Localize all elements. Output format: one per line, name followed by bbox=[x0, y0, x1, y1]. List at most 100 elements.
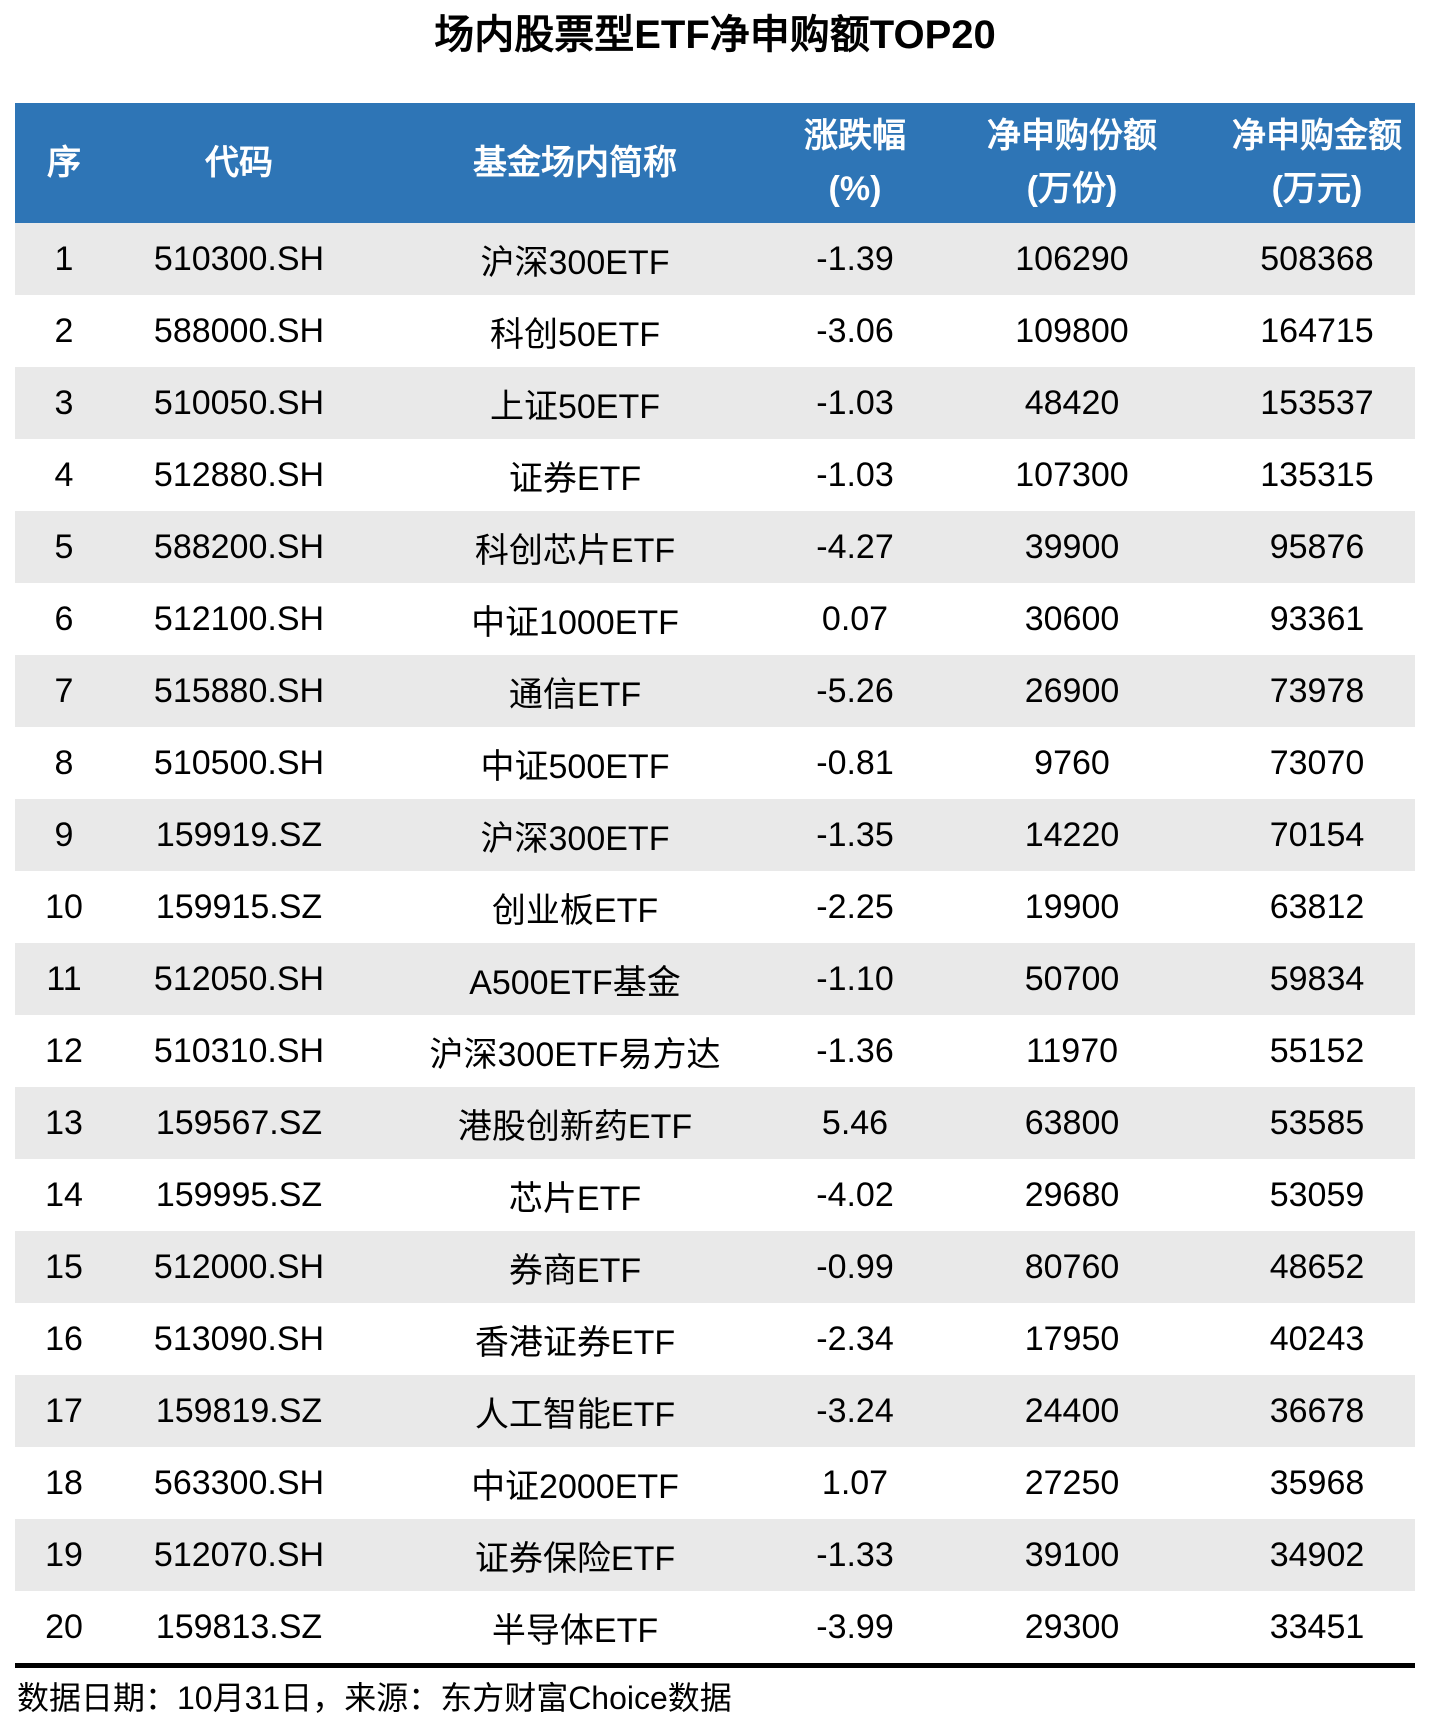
fund-name-cell: 沪深300ETF bbox=[480, 243, 670, 282]
net-shares-cell: 9760 bbox=[1034, 743, 1110, 782]
column-header-sublabel: (万份) bbox=[1026, 170, 1118, 208]
net-amount-cell: 164715 bbox=[1260, 311, 1374, 350]
change-pct-cell: -3.06 bbox=[816, 311, 894, 350]
rank-cell: 6 bbox=[54, 599, 74, 638]
table-row: 4 512880.SH 证券ETF -1.03 107300 135315 bbox=[15, 439, 1415, 511]
change-pct-cell: -1.33 bbox=[816, 1535, 894, 1574]
table-row: 15 512000.SH 券商ETF -0.99 80760 48652 bbox=[15, 1231, 1415, 1303]
change-pct-cell: -1.03 bbox=[816, 383, 894, 422]
footer-divider bbox=[15, 1663, 1415, 1668]
table-row: 17 159819.SZ 人工智能ETF -3.24 24400 36678 bbox=[15, 1375, 1415, 1447]
fund-name-cell: 券商ETF bbox=[508, 1251, 642, 1290]
change-pct-cell: -1.03 bbox=[816, 455, 894, 494]
table-header-row: 序 代码 基金场内简称 涨跌幅 (%) 净申购份额 (万份) 净申购金额 (万 bbox=[15, 103, 1415, 223]
fund-name-cell: 证券保险ETF bbox=[474, 1539, 676, 1578]
code-cell: 159567.SZ bbox=[155, 1103, 323, 1142]
rank-cell: 14 bbox=[45, 1175, 83, 1214]
change-pct-cell: 0.07 bbox=[821, 599, 889, 638]
column-header-label: 序 bbox=[47, 143, 81, 182]
fund-name-cell: 科创芯片ETF bbox=[474, 531, 676, 570]
table-row: 7 515880.SH 通信ETF -5.26 26900 73978 bbox=[15, 655, 1415, 727]
code-cell: 510500.SH bbox=[153, 743, 325, 782]
code-cell: 515880.SH bbox=[153, 671, 325, 710]
column-header-sublabel: (万元) bbox=[1271, 170, 1363, 208]
table-row: 9 159919.SZ 沪深300ETF -1.35 14220 70154 bbox=[15, 799, 1415, 871]
fund-name-cell: 通信ETF bbox=[508, 675, 642, 714]
rank-cell: 16 bbox=[45, 1319, 83, 1358]
net-amount-cell: 59834 bbox=[1269, 959, 1365, 998]
code-cell: 588000.SH bbox=[153, 311, 325, 350]
table-row: 14 159995.SZ 芯片ETF -4.02 29680 53059 bbox=[15, 1159, 1415, 1231]
net-amount-cell: 70154 bbox=[1269, 815, 1365, 854]
column-header-label: 基金场内简称 bbox=[473, 143, 677, 182]
fund-name-cell: 人工智能ETF bbox=[474, 1395, 676, 1434]
net-amount-cell: 63812 bbox=[1269, 887, 1365, 926]
code-cell: 588200.SH bbox=[153, 527, 325, 566]
net-shares-cell: 48420 bbox=[1024, 383, 1120, 422]
net-amount-cell: 55152 bbox=[1269, 1031, 1365, 1070]
rank-cell: 18 bbox=[45, 1463, 83, 1502]
column-header-label: 代码 bbox=[205, 143, 273, 182]
net-shares-cell: 29680 bbox=[1024, 1175, 1120, 1214]
net-shares-cell: 107300 bbox=[1015, 455, 1129, 494]
table-row: 20 159813.SZ 半导体ETF -3.99 29300 33451 bbox=[15, 1591, 1415, 1663]
code-cell: 510050.SH bbox=[153, 383, 325, 422]
code-cell: 512070.SH bbox=[153, 1535, 325, 1574]
table-row: 12 510310.SH 沪深300ETF易方达 -1.36 11970 55152 bbox=[15, 1015, 1415, 1087]
rank-cell: 4 bbox=[54, 455, 74, 494]
net-amount-cell: 34902 bbox=[1269, 1535, 1365, 1574]
rank-cell: 20 bbox=[45, 1607, 83, 1646]
column-header-label: 净申购份额 bbox=[987, 117, 1157, 156]
net-shares-cell: 24400 bbox=[1024, 1391, 1120, 1430]
column-header-code: 代码 bbox=[113, 103, 365, 223]
net-shares-cell: 39900 bbox=[1024, 527, 1120, 566]
fund-name-cell: 科创50ETF bbox=[489, 315, 661, 354]
net-amount-cell: 73070 bbox=[1269, 743, 1365, 782]
change-pct-cell: 1.07 bbox=[821, 1463, 889, 1502]
net-shares-cell: 109800 bbox=[1015, 311, 1129, 350]
code-cell: 512050.SH bbox=[153, 959, 325, 998]
table-row: 6 512100.SH 中证1000ETF 0.07 30600 93361 bbox=[15, 583, 1415, 655]
change-pct-cell: -1.39 bbox=[816, 239, 894, 278]
change-pct-cell: -5.26 bbox=[816, 671, 894, 710]
code-cell: 512880.SH bbox=[153, 455, 325, 494]
rank-cell: 13 bbox=[45, 1103, 83, 1142]
page-title: 场内股票型ETF净申购额TOP20 bbox=[434, 13, 996, 57]
rank-cell: 9 bbox=[54, 815, 74, 854]
rank-cell: 17 bbox=[45, 1391, 83, 1430]
net-amount-cell: 48652 bbox=[1269, 1247, 1365, 1286]
net-shares-cell: 26900 bbox=[1024, 671, 1120, 710]
fund-name-cell: 沪深300ETF易方达 bbox=[429, 1035, 721, 1074]
rank-cell: 12 bbox=[45, 1031, 83, 1070]
change-pct-cell: -2.25 bbox=[816, 887, 894, 926]
column-header-change-pct: 涨跌幅 (%) bbox=[785, 103, 925, 223]
change-pct-cell: -1.35 bbox=[816, 815, 894, 854]
net-amount-cell: 33451 bbox=[1269, 1607, 1365, 1646]
net-amount-cell: 53059 bbox=[1269, 1175, 1365, 1214]
fund-name-cell: 中证1000ETF bbox=[471, 603, 679, 642]
change-pct-cell: -1.36 bbox=[816, 1031, 894, 1070]
table-row: 16 513090.SH 香港证券ETF -2.34 17950 40243 bbox=[15, 1303, 1415, 1375]
net-amount-cell: 53585 bbox=[1269, 1103, 1365, 1142]
code-cell: 512000.SH bbox=[153, 1247, 325, 1286]
rank-cell: 7 bbox=[54, 671, 74, 710]
etf-table: 序 代码 基金场内简称 涨跌幅 (%) 净申购份额 (万份) 净申购金额 (万 bbox=[15, 103, 1415, 1663]
net-shares-cell: 50700 bbox=[1024, 959, 1120, 998]
net-amount-cell: 93361 bbox=[1269, 599, 1365, 638]
change-pct-cell: -3.99 bbox=[816, 1607, 894, 1646]
data-source-note: 数据日期：10月31日，来源：东方财富Choice数据 bbox=[17, 1680, 732, 1716]
net-shares-cell: 11970 bbox=[1025, 1031, 1119, 1070]
net-amount-cell: 153537 bbox=[1260, 383, 1374, 422]
column-header-label: 净申购金额 bbox=[1232, 117, 1402, 156]
fund-name-cell: 证券ETF bbox=[508, 459, 642, 498]
fund-name-cell: 港股创新药ETF bbox=[457, 1107, 693, 1146]
net-amount-cell: 508368 bbox=[1260, 239, 1374, 278]
code-cell: 159915.SZ bbox=[155, 887, 323, 926]
change-pct-cell: -4.27 bbox=[816, 527, 894, 566]
rank-cell: 3 bbox=[54, 383, 74, 422]
net-amount-cell: 135315 bbox=[1260, 455, 1374, 494]
rank-cell: 19 bbox=[45, 1535, 83, 1574]
net-amount-cell: 40243 bbox=[1269, 1319, 1365, 1358]
table-body: 1 510300.SH 沪深300ETF -1.39 106290 508368 2 5880… bbox=[15, 223, 1415, 1663]
code-cell: 512100.SH bbox=[153, 599, 325, 638]
